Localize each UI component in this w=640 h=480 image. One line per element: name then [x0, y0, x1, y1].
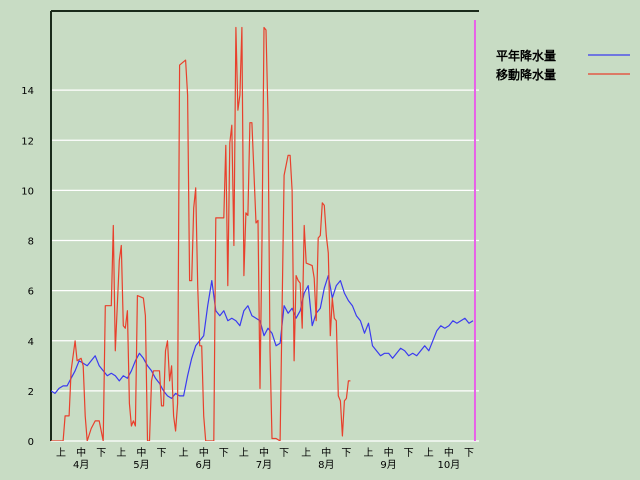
x-dekad-label: 中 — [259, 446, 269, 459]
x-dekad-label: 上 — [116, 447, 126, 459]
y-tick-label: 4 — [28, 337, 34, 348]
x-dekad-label: 中 — [76, 446, 86, 459]
y-tick-label: 6 — [28, 287, 34, 298]
x-dekad-label: 上 — [239, 447, 249, 459]
legend-label-normal: 平年降水量 — [496, 48, 556, 63]
x-month-label: 7月 — [256, 459, 272, 471]
y-axis-ticks: 0 2 4 6 8 10 12 14 — [21, 86, 34, 448]
x-dekad-label: 上 — [56, 447, 66, 459]
x-month-label: 10月 — [437, 459, 460, 471]
y-tick-label: 14 — [21, 86, 34, 97]
x-dekad-label: 中 — [199, 446, 209, 459]
x-dekad-label: 中 — [384, 446, 394, 459]
x-month-label: 4月 — [73, 459, 89, 471]
series-line-normal — [51, 275, 474, 399]
x-dekad-label: 上 — [301, 447, 311, 459]
x-dekad-label: 中 — [444, 446, 454, 459]
legend: 平年降水量 移動降水量 — [496, 48, 630, 82]
x-dekad-label: 下 — [464, 448, 474, 459]
series-line-moving — [51, 26, 351, 441]
x-month-label: 9月 — [380, 459, 396, 471]
y-tick-label: 10 — [21, 186, 34, 197]
x-dekad-label: 下 — [279, 448, 289, 459]
x-dekad-label: 下 — [404, 448, 414, 459]
series-lines — [51, 26, 474, 441]
y-tick-label: 12 — [21, 136, 34, 147]
y-tick-label: 8 — [28, 237, 34, 248]
x-dekad-label: 下 — [157, 448, 167, 459]
x-month-label: 8月 — [318, 459, 334, 471]
x-dekad-label: 上 — [363, 447, 373, 459]
x-month-label: 5月 — [133, 459, 149, 471]
x-dekad-label: 下 — [219, 448, 229, 459]
x-dekad-label: 上 — [424, 447, 434, 459]
x-dekad-label: 中 — [136, 446, 146, 459]
legend-label-moving: 移動降水量 — [496, 67, 556, 82]
x-dekad-label: 中 — [321, 446, 331, 459]
x-month-label: 6月 — [196, 459, 212, 471]
x-dekad-label: 下 — [96, 448, 106, 459]
y-tick-label: 2 — [28, 387, 34, 398]
x-axis-ticks: 上中下上中下上中下上中下上中下上中下上中下4月 5月 6月 7月 8月 9月 10月 — [56, 446, 474, 471]
x-dekad-label: 下 — [341, 448, 351, 459]
x-dekad-label: 上 — [179, 447, 189, 459]
y-tick-label: 0 — [28, 437, 34, 448]
